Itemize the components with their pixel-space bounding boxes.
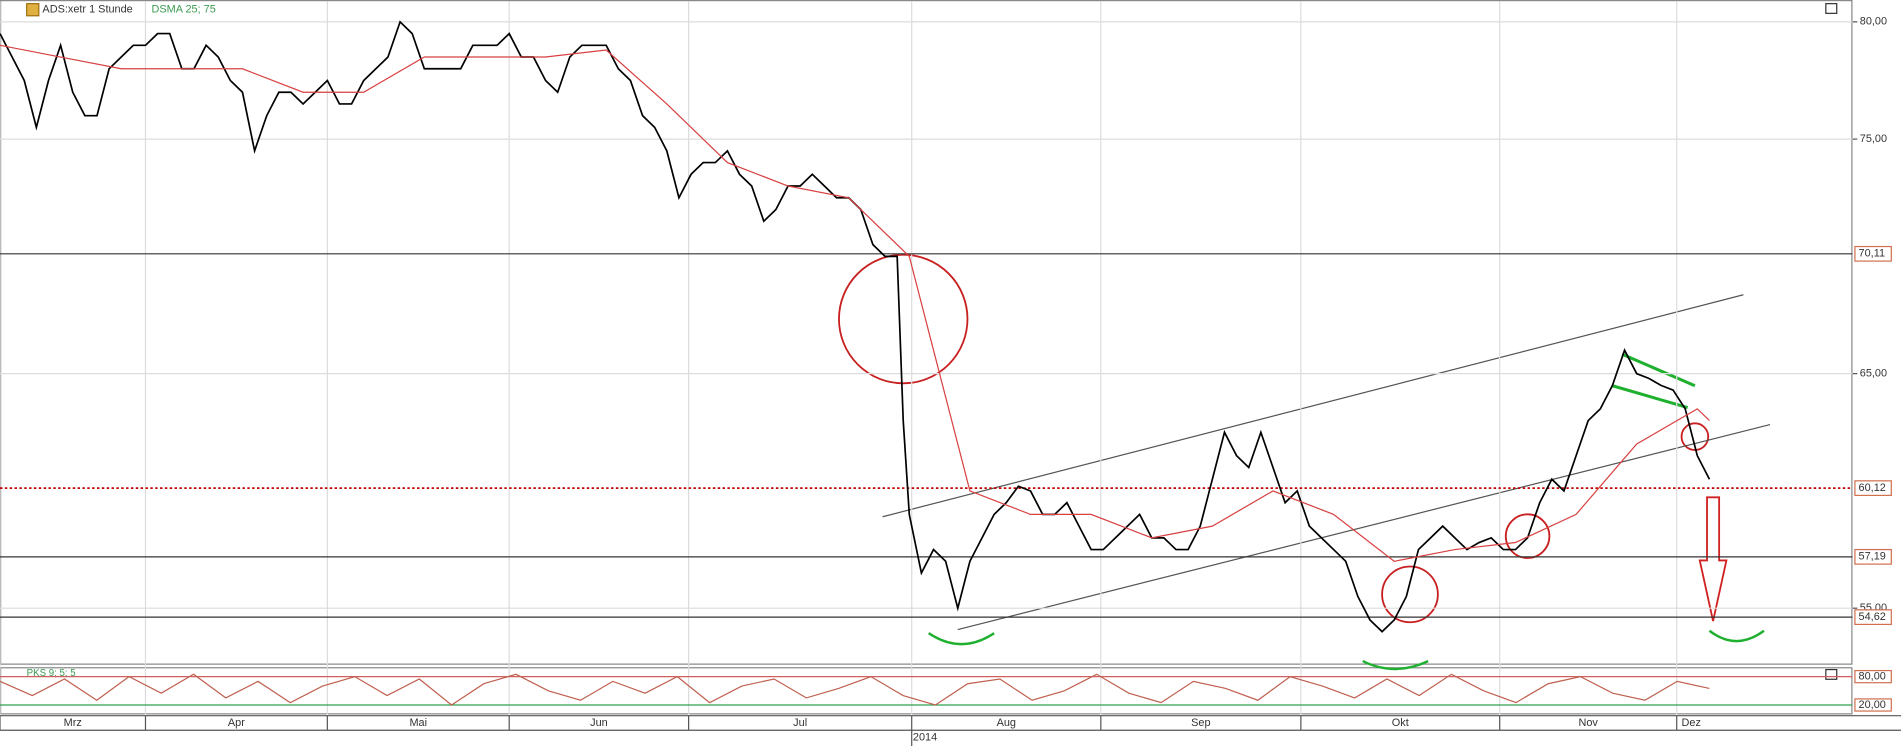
x-tick-label: Dez [1682,717,1701,729]
moving-average [0,44,1710,562]
arc [1708,629,1765,643]
symbol-icon [26,3,40,17]
chart-title[interactable]: ADS:xetr 1 Stunde [42,4,132,16]
window-button[interactable] [1825,668,1838,680]
circle-annotation [1381,565,1439,624]
x-tick-label: Nov [1579,717,1599,729]
year-label: 2014 [913,731,937,743]
arc [1362,659,1429,671]
level-label-box [1854,698,1892,712]
x-tick-label: Mrz [64,717,82,729]
level-label-box [1854,609,1892,626]
channel-line [957,423,1771,631]
x-tick-label: Sep [1191,717,1210,729]
legend-entry[interactable]: DSMA 25; 75 [152,4,216,16]
y-tick-label: 65,00 [1860,368,1887,380]
circle-annotation [1504,513,1551,559]
y-tick-label: 20,00 [1859,699,1886,711]
circle-annotation [838,253,969,385]
level-label: 54,62 [1859,611,1886,623]
circle-annotation [1680,422,1710,451]
oscillator-line [0,673,1710,706]
arrow [1698,496,1728,622]
level-label-box [1854,480,1892,497]
level-label-box [1854,669,1892,684]
level-label: 60,12 [1859,482,1886,494]
x-tick-label: Mai [409,717,427,729]
x-tick-label: Aug [997,717,1016,729]
window-button[interactable] [1825,3,1838,14]
trend-line [1621,352,1696,388]
annotations [0,1,1853,715]
x-tick-label: Okt [1392,717,1409,729]
x-tick-label: Jun [590,717,608,729]
channel-line [882,294,1744,518]
x-tick-label: Jul [793,717,807,729]
y-tick-label: 80,00 [1860,16,1887,28]
arc [928,632,995,646]
x-tick-label: Apr [228,717,245,729]
oscillator-title: PKS 9; 5; 5 [27,668,76,679]
trend-line [1612,384,1689,410]
level-label-box [1854,548,1892,565]
y-tick-label: 75,00 [1860,133,1887,145]
level-label: 57,19 [1859,551,1886,563]
y-tick-label: 80,00 [1859,671,1886,683]
level-label: 70,11 [1859,248,1885,260]
level-label-box [1854,245,1892,262]
